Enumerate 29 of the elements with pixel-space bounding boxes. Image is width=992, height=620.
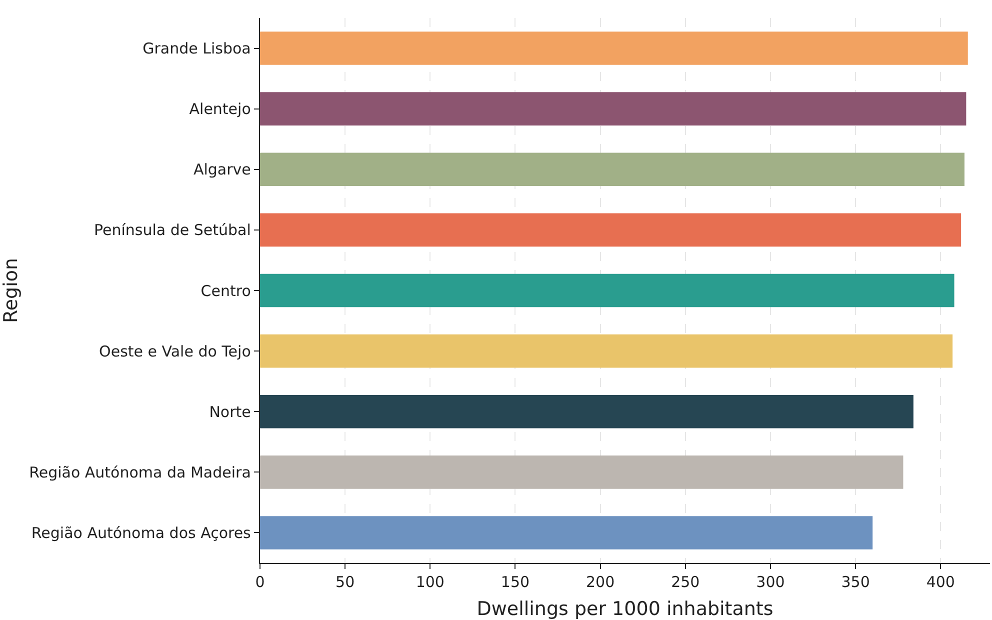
x-tick-label: 250 bbox=[671, 573, 700, 592]
x-tick-label: 300 bbox=[756, 573, 785, 592]
bar bbox=[260, 92, 966, 126]
y-tick-label: Centro bbox=[200, 282, 251, 300]
bar bbox=[260, 516, 873, 550]
bar bbox=[260, 334, 953, 368]
x-tick-label: 50 bbox=[336, 573, 355, 592]
x-axis-title: Dwellings per 1000 inhabitants bbox=[476, 598, 774, 620]
x-tick-label: 150 bbox=[500, 573, 530, 592]
x-tick-label: 350 bbox=[841, 573, 870, 592]
x-tick-label: 400 bbox=[926, 573, 955, 592]
y-tick-label: Algarve bbox=[193, 160, 251, 179]
x-tick-label: 100 bbox=[416, 573, 444, 592]
y-tick-label: Alentejo bbox=[189, 100, 251, 118]
bar bbox=[260, 213, 962, 247]
bar bbox=[260, 152, 964, 186]
bar bbox=[260, 456, 904, 489]
y-tick-label: Oeste e Vale do Tejo bbox=[99, 342, 251, 360]
y-tick-label: Norte bbox=[209, 402, 251, 421]
x-tick-label: 200 bbox=[586, 573, 615, 592]
bar bbox=[260, 394, 914, 428]
y-tick-label: Região Autónoma da Madeira bbox=[29, 463, 251, 482]
y-tick-label: Península de Setúbal bbox=[94, 221, 251, 240]
y-tick-label: Grande Lisboa bbox=[142, 40, 251, 58]
x-tick-label: 0 bbox=[255, 573, 265, 592]
y-tick-label: Região Autónoma dos Açores bbox=[31, 524, 252, 542]
bar bbox=[260, 32, 968, 65]
bar bbox=[260, 274, 954, 308]
y-axis-title: Region bbox=[0, 258, 22, 324]
